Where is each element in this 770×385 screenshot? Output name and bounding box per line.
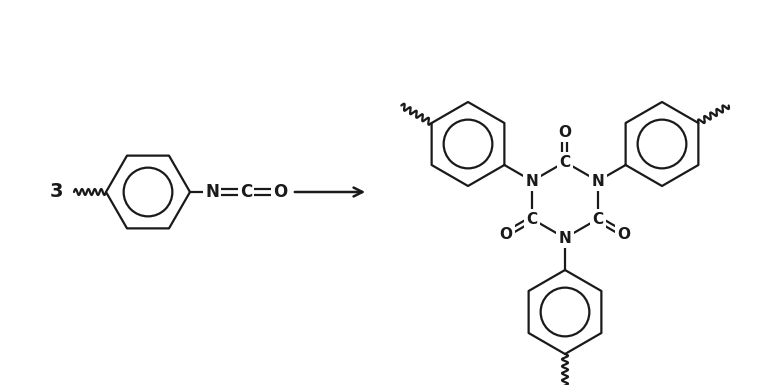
Text: O: O — [500, 226, 513, 241]
Text: N: N — [205, 183, 219, 201]
Text: O: O — [273, 183, 287, 201]
Text: O: O — [558, 124, 571, 139]
Text: C: C — [240, 183, 252, 201]
Text: O: O — [618, 226, 631, 241]
Text: N: N — [558, 231, 571, 246]
Text: N: N — [591, 174, 604, 189]
Text: C: C — [592, 211, 604, 226]
Text: N: N — [526, 174, 538, 189]
Text: C: C — [560, 154, 571, 169]
Text: C: C — [527, 211, 537, 226]
Text: 3: 3 — [49, 181, 62, 201]
